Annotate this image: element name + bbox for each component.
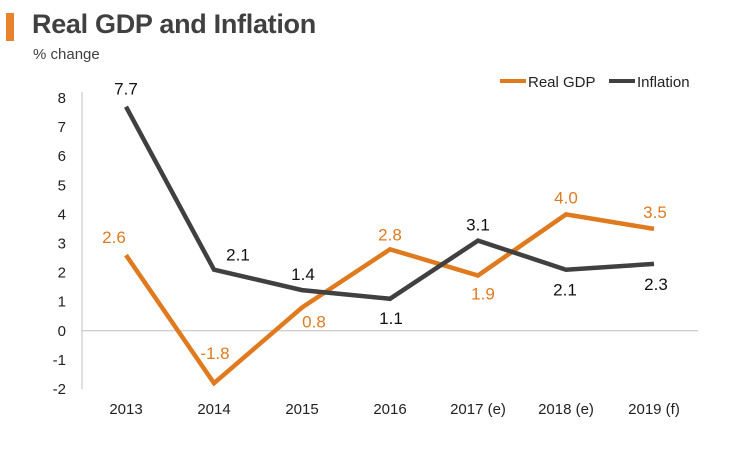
data-label-inflation: 7.7 [114,80,138,99]
x-tick-label: 2018 (e) [538,401,594,418]
data-label-real-gdp: -1.8 [200,344,229,363]
y-tick-label: 2 [58,265,66,282]
data-label-inflation: 1.4 [291,265,315,284]
x-tick-label: 2016 [373,401,406,418]
y-tick-label: 3 [58,236,66,253]
y-tick-label: 5 [58,177,66,194]
data-label-real-gdp: 1.9 [471,285,495,304]
legend-label-inflation: Inflation [637,74,690,91]
chart-title: Real GDP and Inflation [32,9,316,39]
y-tick-label: 7 [58,119,66,136]
data-label-real-gdp: 2.8 [378,225,402,244]
data-label-inflation: 1.1 [379,309,403,328]
chart-subtitle: % change [33,46,100,63]
series-line-real-gdp [124,212,655,387]
title-accent-bar [6,13,14,41]
legend-label-real-gdp: Real GDP [528,74,596,91]
data-label-real-gdp: 0.8 [302,313,326,332]
x-tick-label: 2019 (f) [628,401,680,418]
y-tick-label: -2 [53,381,66,398]
data-label-inflation: 3.1 [466,216,490,235]
data-label-inflation: 2.1 [553,281,577,300]
y-tick-label: 1 [58,294,66,311]
x-tick-label: 2017 (e) [450,401,506,418]
data-label-inflation: 2.3 [644,275,668,294]
y-tick-label: 0 [58,323,66,340]
x-tick-label: 2013 [109,401,142,418]
x-tick-label: 2014 [197,401,230,418]
y-tick-label: 6 [58,148,66,165]
data-label-real-gdp: 2.6 [102,228,126,247]
x-tick-label: 2015 [285,401,318,418]
data-label-real-gdp: 4.0 [554,188,578,207]
series-line-inflation [124,105,655,302]
data-label-inflation: 2.1 [226,246,250,265]
y-tick-label: 8 [58,90,66,107]
y-tick-label: -1 [53,352,66,369]
y-tick-label: 4 [58,206,66,223]
data-label-real-gdp: 3.5 [643,203,667,222]
